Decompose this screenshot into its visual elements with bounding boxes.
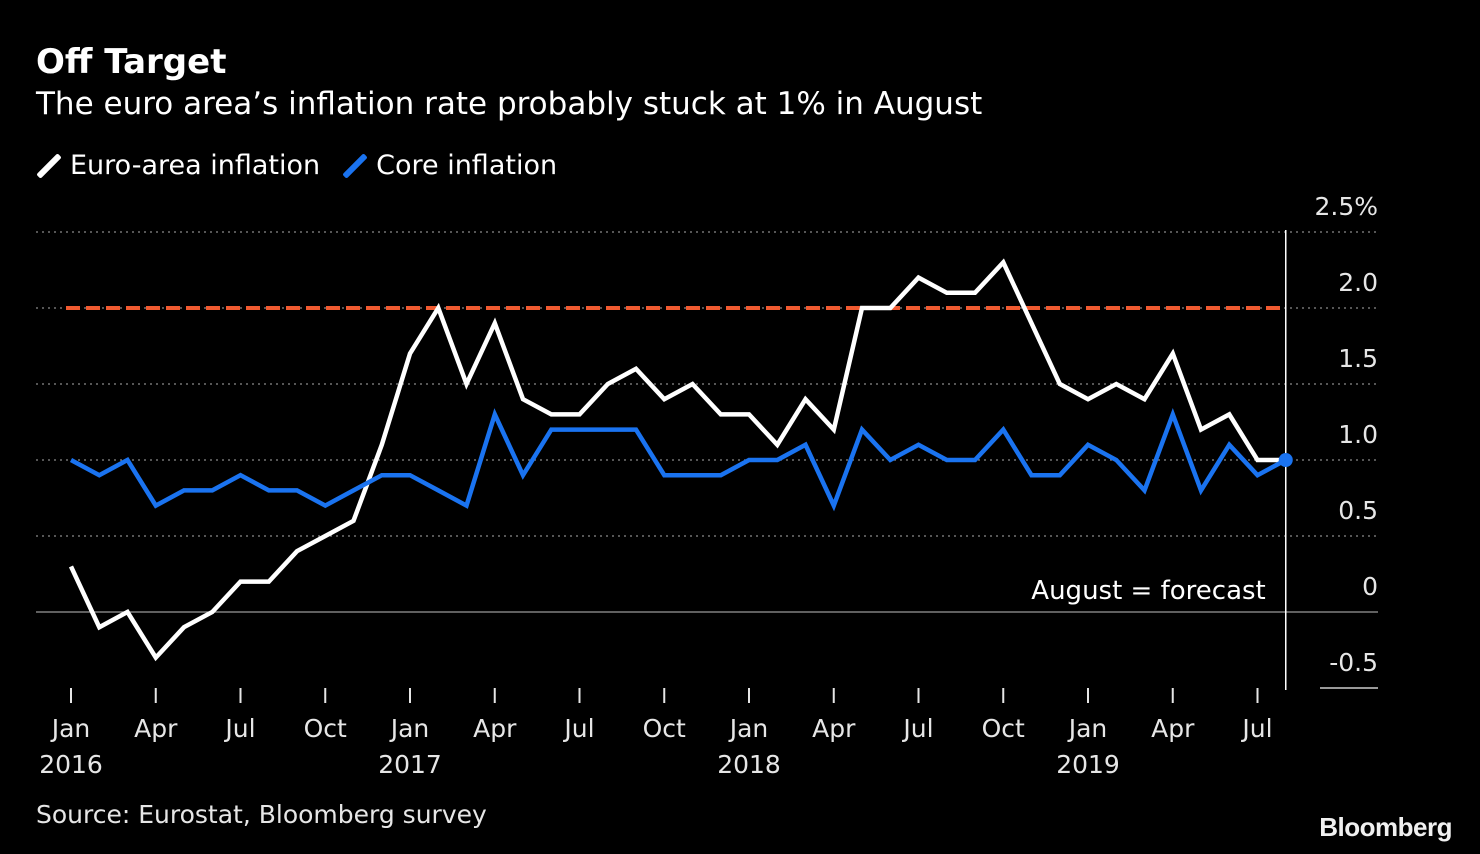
x-tick-year-label: 2017 — [378, 750, 442, 779]
y-tick-label: 0 — [1362, 572, 1378, 601]
y-tick-label: 2.5% — [1314, 192, 1378, 221]
x-tick-label: Oct — [982, 714, 1025, 743]
x-tick-label: Apr — [134, 714, 178, 743]
x-tick-year-label: 2016 — [39, 750, 103, 779]
bloomberg-logo: Bloomberg — [1319, 812, 1452, 842]
forecast-point-marker — [1278, 453, 1293, 467]
forecast-annotation: August = forecast — [1031, 576, 1265, 606]
legend-label-core-inflation: Core inflation — [376, 150, 558, 181]
y-tick-label: -0.5 — [1329, 648, 1378, 677]
x-tick-label: Jul — [223, 714, 255, 743]
x-tick-label: Jan — [1067, 714, 1108, 743]
x-tick-label: Jul — [1240, 714, 1272, 743]
legend-item-euro-area-inflation: Euro-area inflation — [36, 150, 320, 181]
x-tick-label: Jul — [562, 714, 594, 743]
legend: Euro-area inflation Core inflation — [36, 150, 579, 181]
y-tick-label: 2.0 — [1338, 268, 1378, 297]
y-tick-label: 1.5 — [1338, 344, 1378, 373]
legend-item-core-inflation: Core inflation — [342, 150, 557, 181]
x-tick-label: Apr — [473, 714, 517, 743]
x-tick-label: Oct — [643, 714, 686, 743]
series-line-euro-area-inflation — [68, 258, 1286, 662]
y-tick-label: 0.5 — [1338, 496, 1378, 525]
x-tick-label: Apr — [812, 714, 856, 743]
x-tick-label: Oct — [304, 714, 347, 743]
y-tick-label: 1.0 — [1338, 420, 1378, 449]
x-tick-year-label: 2018 — [717, 750, 781, 779]
source-note: Source: Eurostat, Bloomberg survey — [36, 800, 487, 829]
chart-title: Off Target — [36, 42, 227, 82]
chart-subtitle: The euro area’s inflation rate probably … — [36, 86, 983, 122]
x-tick-label: Apr — [1151, 714, 1195, 743]
legend-label-euro-area-inflation: Euro-area inflation — [70, 150, 321, 181]
x-tick-label: Jan — [728, 714, 769, 743]
x-tick-label: Jan — [50, 714, 91, 743]
series-line-core-inflation — [69, 407, 1287, 512]
x-tick-year-label: 2019 — [1056, 750, 1120, 779]
x-tick-label: Jul — [901, 714, 933, 743]
x-tick-label: Jan — [389, 714, 430, 743]
